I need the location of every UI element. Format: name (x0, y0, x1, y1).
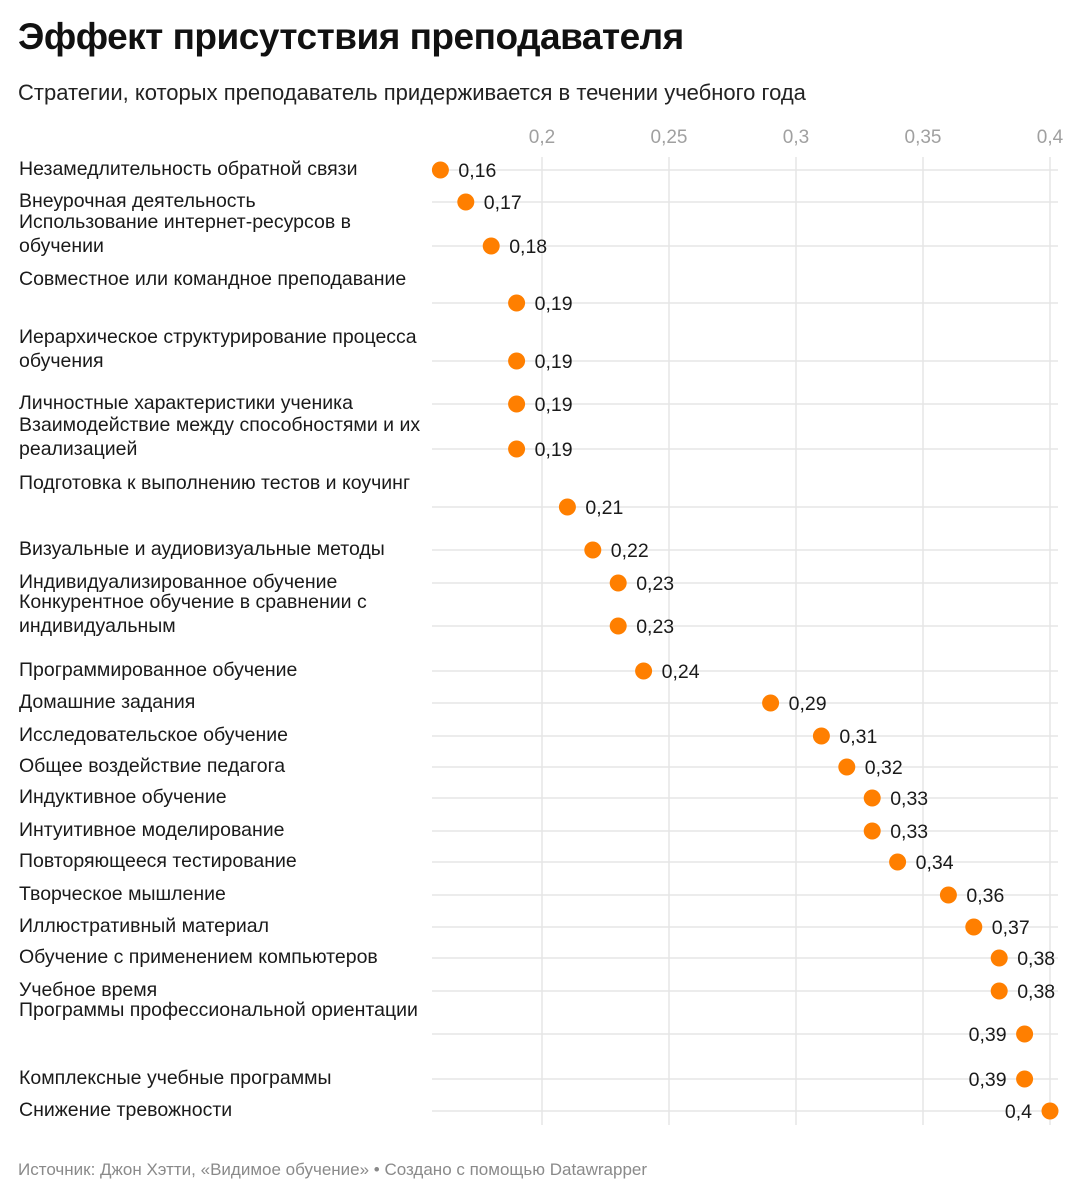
data-point (939, 886, 957, 904)
category-label: Комплексные учебные программы (19, 1067, 332, 1089)
data-point (1041, 1102, 1059, 1120)
data-label: 0,19 (535, 351, 573, 373)
data-point (584, 541, 602, 559)
data-label: 0,32 (865, 757, 903, 779)
data-point (965, 918, 983, 936)
data-label: 0,24 (662, 661, 700, 683)
category-label: Снижение тревожности (19, 1099, 233, 1121)
data-point (812, 727, 830, 745)
category-label: Домашние задания (19, 691, 196, 713)
source-footer: Источник: Джон Хэтти, «Видимое обучение»… (18, 1160, 648, 1179)
data-label: 0,23 (636, 573, 674, 595)
x-tick-label: 0,3 (783, 127, 809, 148)
data-label: 0,21 (585, 497, 623, 519)
data-label: 0,33 (890, 821, 928, 843)
data-point (889, 853, 907, 871)
category-label: Использование интернет-ресурсов в обучен… (19, 211, 351, 257)
data-label: 0,34 (916, 852, 954, 874)
data-point (635, 662, 653, 680)
category-label: Совместное или командное преподавание (19, 268, 407, 290)
x-tick-label: 0,35 (905, 127, 942, 148)
data-point (431, 161, 449, 179)
data-label: 0,18 (509, 236, 547, 258)
data-point (1016, 1025, 1034, 1043)
category-label: Повторяющееся тестирование (19, 850, 297, 872)
category-label: Обучение с применением компьютеров (19, 946, 378, 968)
category-label: Интуитивное моделирование (19, 819, 285, 841)
data-point (762, 694, 780, 712)
x-tick-label: 0,2 (529, 127, 555, 148)
category-label: Учебное время (19, 979, 158, 1001)
data-label: 0,22 (611, 540, 649, 562)
category-label: Визуальные и аудиовизуальные методы (19, 538, 385, 560)
category-label: Взаимодействие между способностями и их … (19, 414, 421, 460)
data-point (609, 574, 627, 592)
data-label: 0,17 (484, 192, 522, 214)
category-label: Внеурочная деятельность (19, 190, 256, 212)
x-tick-label: 0,4 (1037, 127, 1064, 148)
data-point (508, 352, 526, 370)
data-label: 0,29 (789, 693, 827, 715)
data-label: 0,19 (535, 394, 573, 416)
data-label: 0,19 (535, 439, 573, 461)
data-point (838, 758, 856, 776)
data-point (508, 440, 526, 458)
category-label: Конкурентное обучение в сравнении с инди… (19, 591, 367, 637)
data-label: 0,4 (1005, 1101, 1032, 1123)
data-point (558, 498, 576, 516)
data-label: 0,36 (966, 885, 1004, 907)
category-label: Индивидуализированное обучение (19, 571, 338, 593)
data-label: 0,38 (1017, 948, 1055, 970)
data-label: 0,19 (535, 293, 573, 315)
data-label: 0,39 (969, 1024, 1007, 1046)
data-point (990, 949, 1008, 967)
data-point (457, 193, 475, 211)
data-point (508, 395, 526, 413)
category-label: Иерархическое структурирование процесса … (19, 326, 417, 372)
category-label: Подготовка к выполнению тестов и коучинг (19, 472, 411, 494)
data-point (508, 294, 526, 312)
data-label: 0,38 (1017, 981, 1055, 1003)
data-point (990, 982, 1008, 1000)
category-label: Творческое мышление (19, 883, 226, 905)
category-label: Иллюстративный материал (19, 915, 269, 937)
data-label: 0,33 (890, 788, 928, 810)
category-label: Общее воздействие педагога (19, 755, 286, 777)
category-label: Исследовательское обучение (19, 724, 288, 746)
data-label: 0,39 (969, 1069, 1007, 1091)
data-point (482, 237, 500, 255)
data-label: 0,31 (839, 726, 877, 748)
data-point (863, 789, 881, 807)
category-label: Программированное обучение (19, 659, 298, 681)
category-label: Индуктивное обучение (19, 786, 227, 808)
data-point (863, 822, 881, 840)
category-label: Личностные характеристики ученика (19, 392, 353, 414)
chart-subtitle: Стратегии, которых преподаватель придерж… (18, 80, 806, 105)
x-tick-label: 0,25 (651, 127, 688, 148)
data-point (1016, 1070, 1034, 1088)
data-label: 0,23 (636, 616, 674, 638)
chart-title: Эффект присутствия преподавателя (18, 16, 684, 57)
category-label: Программы профессиональной ориентации (19, 999, 418, 1021)
data-label: 0,16 (458, 160, 496, 182)
category-label: Незамедлительность обратной связи (19, 158, 358, 180)
data-point (609, 617, 627, 635)
data-label: 0,37 (992, 917, 1030, 939)
